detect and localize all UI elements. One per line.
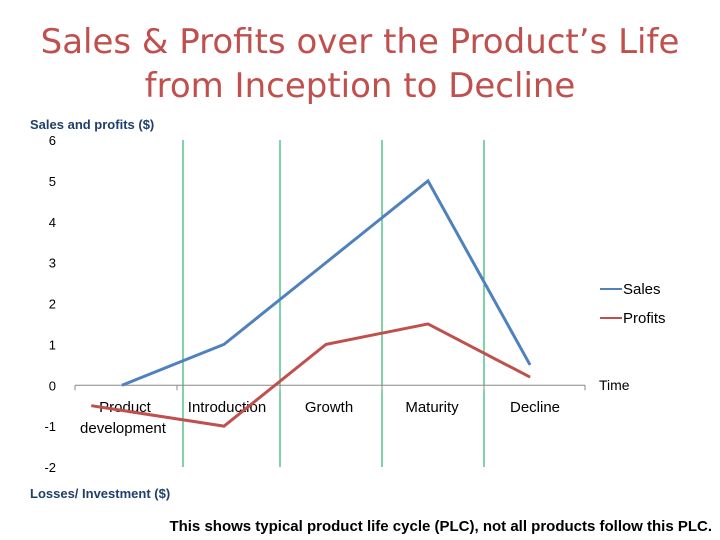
y-tick-label: -1	[44, 419, 56, 434]
stage-label: Maturity	[405, 399, 459, 416]
y-tick-label: 5	[49, 174, 56, 189]
y-tick-label: 4	[49, 215, 56, 230]
chart-title-line1: Sales & Profits over the Product’s Life	[40, 22, 680, 62]
stage-label: Growth	[305, 399, 353, 416]
chart-title-line2: from Inception to Decline	[144, 66, 576, 106]
x-axis	[74, 384, 586, 391]
data-point-sales	[223, 343, 225, 345]
data-point-profits	[325, 343, 327, 345]
data-point-sales	[529, 364, 531, 366]
legend: Sales Profits	[600, 281, 666, 327]
data-point-profits	[90, 405, 92, 407]
y-tick-label: 3	[49, 256, 56, 271]
data-point-profits	[529, 376, 531, 378]
stage-label: Decline	[510, 399, 560, 416]
data-point-sales	[427, 180, 429, 182]
y-axis-ticks: 6 5 4 3 2 1 0 -1 -2	[44, 133, 56, 475]
data-point-profits	[427, 323, 429, 325]
footnote: This shows typical product life cycle (P…	[169, 518, 712, 535]
stage-label: Introduction	[188, 399, 266, 416]
series-lines	[90, 178, 532, 428]
y-tick-label: 2	[49, 297, 56, 312]
y-tick-label: 6	[49, 133, 56, 148]
data-point-sales	[121, 384, 123, 386]
stage-dividers	[182, 140, 485, 467]
y-axis-label: Sales and profits ($)	[30, 117, 155, 132]
losses-investment-label: Losses/ Investment ($)	[30, 486, 171, 501]
data-point-sales	[325, 262, 327, 264]
x-axis-label: Time	[599, 377, 630, 393]
chart-title: Sales & Profits over the Product’s Life …	[0, 20, 720, 108]
y-tick-label: 0	[49, 378, 56, 393]
y-tick-label: -2	[44, 460, 56, 475]
legend-label-sales: Sales	[623, 281, 661, 298]
legend-label-profits: Profits	[623, 310, 666, 327]
data-point-profits	[223, 425, 225, 427]
y-tick-label: 1	[49, 337, 56, 352]
